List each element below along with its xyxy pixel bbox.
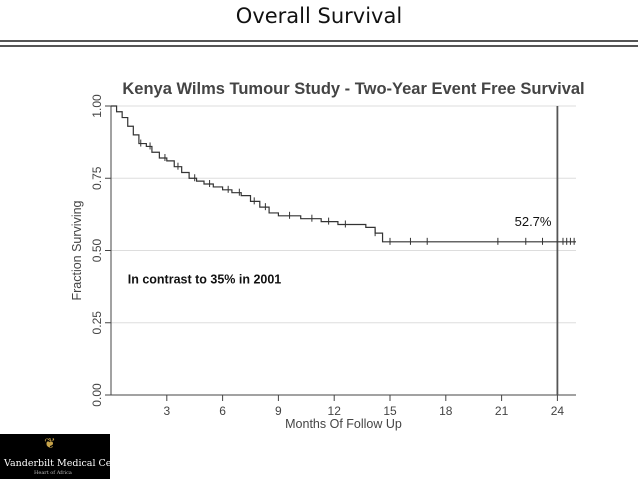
slide-title: Overall Survival	[235, 4, 403, 28]
x-tick-label: 21	[495, 404, 509, 418]
x-tick-label: 15	[383, 404, 397, 418]
title-divider-bottom	[0, 45, 638, 47]
x-tick-label: 3	[163, 404, 170, 418]
chart-title: Kenya Wilms Tumour Study - Two-Year Even…	[122, 80, 584, 98]
crest-icon: ❦	[44, 436, 56, 452]
x-tick-label: 24	[551, 404, 565, 418]
y-tick-label: 0.25	[90, 311, 104, 335]
x-tick-label: 6	[219, 404, 226, 418]
logo-subtext: Heart of Africa	[34, 470, 72, 476]
y-tick-label: 1.00	[90, 94, 104, 118]
y-tick-label: 0.50	[90, 238, 104, 262]
x-tick-label: 12	[328, 404, 342, 418]
annotation-percent: 52.7%	[515, 214, 552, 229]
y-tick-label: 0.00	[90, 383, 104, 407]
x-axis-label: Months Of Follow Up	[285, 417, 402, 431]
x-tick-label: 9	[275, 404, 282, 418]
annotation-contrast: In contrast to 35% in 2001	[128, 273, 282, 287]
title-divider-top	[0, 40, 638, 42]
survival-curve	[111, 105, 576, 243]
logo-name: Vanderbilt Medical Center	[4, 458, 132, 469]
y-axis-label: Fraction Surviving	[70, 200, 84, 300]
vanderbilt-logo: ❦ Vanderbilt Medical Center Heart of Afr…	[0, 434, 132, 479]
y-tick-label: 0.75	[90, 166, 104, 190]
x-tick-label: 18	[439, 404, 453, 418]
